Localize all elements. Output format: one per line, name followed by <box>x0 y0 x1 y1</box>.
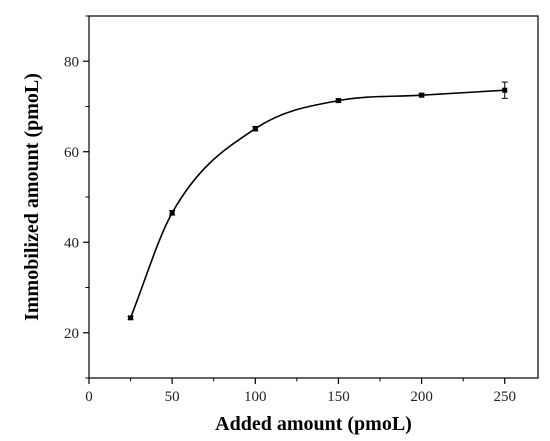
data-point <box>335 98 341 104</box>
y-tick-label: 60 <box>64 145 79 161</box>
data-point <box>128 315 134 321</box>
series-line <box>129 89 505 319</box>
data-point <box>419 92 425 98</box>
x-tick-label: 150 <box>327 389 350 405</box>
axes: 0 50 100 150 200 250 20 40 60 80 <box>64 15 539 405</box>
data-point <box>252 126 258 132</box>
x-tick-label: 0 <box>85 389 93 405</box>
y-tick-label: 80 <box>64 54 79 70</box>
x-tick-label: 200 <box>410 389 433 405</box>
x-tick-label: 50 <box>165 389 180 405</box>
data-point <box>502 87 508 93</box>
plot-frame <box>88 15 539 379</box>
y-axis-title: Immobilized amount (pmoL) <box>21 73 43 321</box>
y-tick-label: 20 <box>64 326 79 342</box>
data-point <box>169 210 175 216</box>
x-tick-label: 250 <box>493 389 516 405</box>
x-axis-title: Added amount (pmoL) <box>215 413 412 435</box>
plot-area <box>127 81 508 321</box>
y-tick-label: 40 <box>64 235 79 251</box>
x-tick-label: 100 <box>244 389 267 405</box>
